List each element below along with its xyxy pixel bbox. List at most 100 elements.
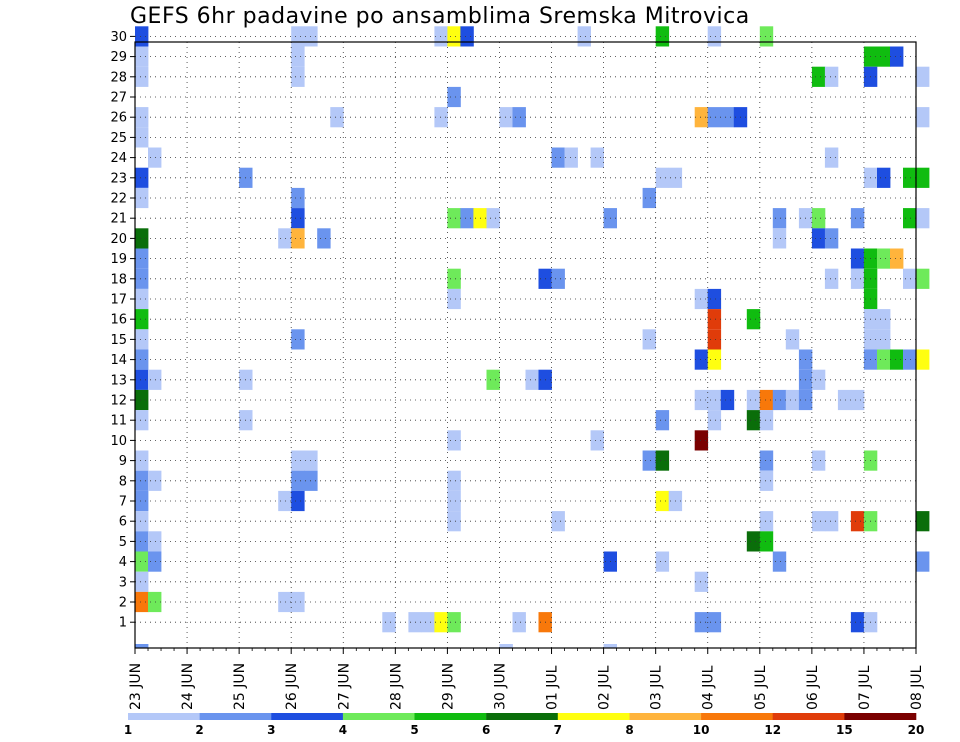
heatmap-cell [759, 26, 774, 47]
heatmap-cell [291, 208, 305, 229]
heatmap-cell [890, 248, 904, 269]
heatmap-cell [772, 208, 787, 229]
heatmap-cell [135, 248, 149, 269]
heatmap-cell [655, 26, 670, 47]
x-tick-label: 06 JUL [805, 665, 821, 710]
heatmap-cell [447, 26, 461, 47]
legend-color-swatch [414, 713, 487, 720]
heatmap-cell [877, 309, 891, 330]
heatmap-cell [486, 369, 500, 390]
heatmap-cell [720, 107, 735, 128]
heatmap-cell [525, 369, 539, 390]
y-tick-label: 20 [110, 232, 127, 247]
heatmap-cell [694, 430, 709, 451]
x-tick-label: 29 JUN [440, 663, 456, 710]
legend-color-swatch [271, 713, 344, 720]
heatmap-cell [916, 511, 930, 532]
heatmap-cell [903, 208, 917, 229]
heatmap-cell [655, 167, 670, 188]
heatmap-cell [291, 187, 305, 209]
heatmap-cell [850, 268, 865, 289]
heatmap-cell [824, 66, 839, 87]
heatmap-cell [877, 329, 891, 350]
y-tick-label: 19 [110, 252, 127, 267]
heatmap-cell [447, 268, 461, 289]
heatmap-cell [824, 228, 839, 249]
heatmap-cell [486, 208, 500, 229]
heatmap-cell [746, 389, 761, 411]
heatmap-cell [916, 208, 930, 229]
heatmap-cell [551, 268, 565, 289]
x-tick-label: 28 JUN [388, 663, 404, 710]
heatmap-cell [903, 268, 917, 289]
y-tick-label: 18 [110, 272, 127, 287]
y-tick-label: 25 [110, 131, 127, 146]
y-tick-label: 17 [110, 293, 127, 308]
heatmap-cell [694, 612, 709, 633]
legend-color-swatch [342, 713, 415, 720]
heatmap-cell [148, 470, 162, 491]
heatmap-cell [707, 26, 722, 47]
heatmap-cell [850, 511, 865, 532]
heatmap-cell [707, 389, 722, 411]
legend-color-swatch [128, 713, 200, 720]
heatmap-cell [577, 26, 591, 47]
heatmap-cell [655, 450, 670, 471]
heatmap-cell [135, 46, 149, 67]
heatmap-cell [903, 349, 917, 370]
legend-color-swatch [486, 713, 559, 720]
y-tick-label: 2 [119, 596, 127, 611]
heatmap-cell [707, 329, 722, 350]
heatmap-cell [148, 531, 162, 552]
heatmap-cell [291, 66, 305, 87]
heatmap-cell [291, 591, 305, 613]
heatmap-cell [148, 591, 162, 613]
x-tick-label: 24 JUN [180, 663, 196, 710]
heatmap-cell [811, 369, 826, 390]
x-tick-label: 07 JUL [857, 665, 873, 710]
heatmap-cell [811, 511, 826, 532]
heatmap-cell [642, 329, 656, 350]
heatmap-cell [772, 389, 787, 411]
heatmap-cell [707, 309, 722, 330]
y-tick-label: 23 [110, 171, 127, 186]
heatmap-cell [746, 531, 761, 552]
legend-label: 20 [908, 723, 925, 737]
heatmap-cell [916, 167, 930, 188]
x-tick-label: 02 JUL [597, 665, 613, 710]
heatmap-cell [759, 470, 774, 491]
heatmap-cell [850, 248, 865, 269]
heatmap-cell [642, 187, 656, 209]
heatmap-cell [447, 430, 461, 451]
heatmap-cell [447, 490, 461, 512]
legend-label: 5 [410, 723, 418, 737]
heatmap-cell [135, 127, 149, 148]
heatmap-cell [877, 46, 891, 67]
heatmap-cell [707, 410, 722, 431]
heatmap-cell [135, 268, 149, 289]
heatmap-cell [148, 551, 162, 572]
heatmap-cell [291, 329, 305, 350]
heatmap-cell [707, 288, 722, 310]
heatmap-cell [148, 147, 162, 168]
heatmap-cell [291, 228, 305, 249]
heatmap-cell [694, 389, 709, 411]
x-tick-label: 25 JUN [232, 663, 248, 710]
x-tick-label: 05 JUL [753, 665, 769, 710]
heatmap-cell [642, 450, 656, 471]
heatmap-cell [811, 228, 826, 249]
heatmap-cell [785, 329, 800, 350]
heatmap-cell [447, 288, 461, 310]
heatmap-cell [135, 26, 149, 47]
x-tick-label: 26 JUN [284, 663, 300, 710]
heatmap-cell [890, 46, 904, 67]
heatmap-cell [564, 147, 578, 168]
heatmap-cell [434, 612, 448, 633]
heatmap-cell [916, 66, 930, 87]
heatmap-cell [916, 349, 930, 370]
x-tick-label: 01 JUL [545, 665, 561, 710]
y-tick-label: 8 [119, 474, 127, 489]
heatmap-cell [707, 107, 722, 128]
heatmap-cell [811, 66, 826, 87]
